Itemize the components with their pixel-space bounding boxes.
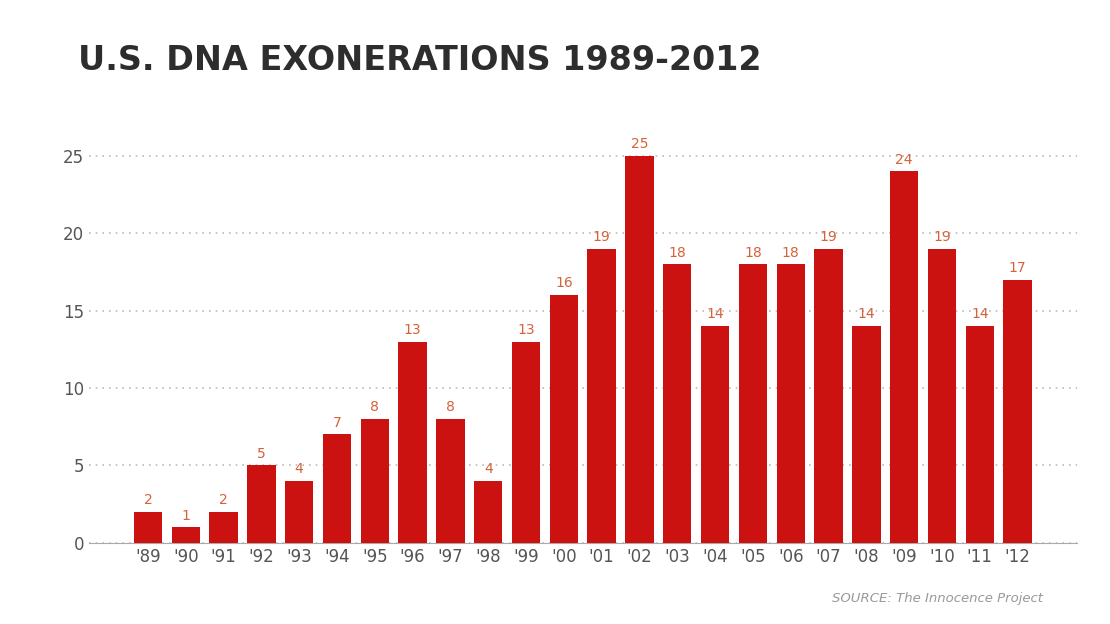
Bar [815,249,842,543]
Text: 18: 18 [744,245,761,260]
Text: 14: 14 [858,308,875,321]
Text: 17: 17 [1009,261,1027,275]
Text: 1: 1 [181,509,190,523]
Text: 18: 18 [781,245,799,260]
Text: 13: 13 [517,323,535,337]
Text: 24: 24 [896,153,912,167]
Bar [133,512,162,543]
Bar [1003,280,1032,543]
Text: U.S. DNA EXONERATIONS 1989-2012: U.S. DNA EXONERATIONS 1989-2012 [78,44,761,77]
Text: 19: 19 [593,230,610,244]
Bar [210,512,238,543]
Bar [361,419,388,543]
Bar [549,295,578,543]
Bar [512,341,541,543]
Bar [928,249,956,543]
Text: 19: 19 [819,230,837,244]
Text: 8: 8 [371,401,380,414]
Bar [739,264,767,543]
Bar [248,466,275,543]
Text: 4: 4 [484,462,493,476]
Bar [890,171,918,543]
Bar [966,326,993,543]
Text: 18: 18 [668,245,686,260]
Text: 25: 25 [630,137,648,151]
Bar [777,264,805,543]
Bar [323,434,351,543]
Text: 14: 14 [971,308,989,321]
Bar [285,481,313,543]
Bar [852,326,880,543]
Text: 5: 5 [256,447,265,461]
Bar [172,527,200,543]
Text: 19: 19 [934,230,951,244]
Bar [436,419,465,543]
Text: 2: 2 [143,493,152,507]
Text: 4: 4 [295,462,303,476]
Text: 8: 8 [446,401,455,414]
Bar [587,249,616,543]
Bar [700,326,729,543]
Text: 2: 2 [219,493,228,507]
Text: 14: 14 [706,308,724,321]
Bar [663,264,692,543]
Text: 13: 13 [404,323,422,337]
Text: 7: 7 [333,416,342,430]
Text: 16: 16 [555,276,573,291]
Bar [474,481,503,543]
Text: SOURCE: The Innocence Project: SOURCE: The Innocence Project [832,592,1043,605]
Bar [398,341,426,543]
Bar [625,156,654,543]
